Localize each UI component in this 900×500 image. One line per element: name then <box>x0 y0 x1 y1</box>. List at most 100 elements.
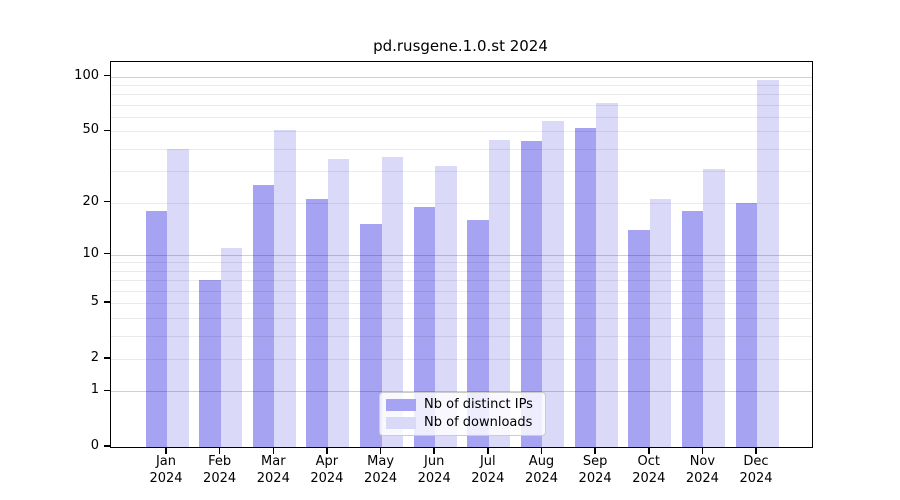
x-tick-month: Sep <box>582 454 608 469</box>
gridline-10 <box>111 254 812 256</box>
x-tick-year: 2024 <box>524 471 559 486</box>
y-tick-mark <box>104 74 110 77</box>
x-tick-year: 2024 <box>310 471 344 486</box>
bar-distinct-ips <box>413 206 436 447</box>
x-tick-mark <box>326 447 328 454</box>
plot-area <box>110 61 813 448</box>
gridline-8 <box>111 270 812 272</box>
x-tick-month: Nov <box>689 454 716 469</box>
x-tick-label-may: May 2024 <box>354 453 408 487</box>
legend-label-distinct-ips: Nb of distinct IPs <box>424 397 533 412</box>
x-tick-month: Jun <box>424 454 445 469</box>
y-tick-label: 2 <box>90 349 99 365</box>
gridline-80 <box>111 94 812 96</box>
x-tick-year: 2024 <box>578 471 612 486</box>
legend-label-downloads: Nb of downloads <box>424 415 533 430</box>
bar-downloads <box>542 121 564 447</box>
x-tick-mark <box>379 447 382 454</box>
y-tick-label: 5 <box>90 294 99 310</box>
y-tick-label: 1 <box>90 382 99 398</box>
gridline-100 <box>111 76 812 78</box>
bar-distinct-ips <box>360 224 382 447</box>
x-tick-mark <box>487 447 489 454</box>
bar-distinct-ips <box>735 202 758 447</box>
x-tick-mark <box>701 447 704 454</box>
x-tick-label-jun: Jun 2024 <box>407 453 461 487</box>
x-tick-year: 2024 <box>632 471 666 486</box>
legend-swatch-downloads <box>386 417 416 429</box>
x-tick-year: 2024 <box>203 471 237 486</box>
gridline-4 <box>111 317 812 319</box>
legend-swatch-distinct-ips <box>386 399 416 411</box>
bar-downloads <box>167 148 189 447</box>
gridline-9 <box>111 262 812 264</box>
x-tick-month: May <box>367 454 395 469</box>
x-tick-mark <box>755 447 757 454</box>
chart-title: pd.rusgene.1.0.st 2024 <box>373 37 548 55</box>
x-tick-year: 2024 <box>739 471 773 486</box>
y-tick-mark <box>104 200 110 203</box>
x-tick-mark <box>272 447 274 454</box>
bar-downloads <box>381 157 404 447</box>
bar-downloads <box>220 247 243 447</box>
bar-downloads <box>649 198 672 447</box>
x-tick-month: Jan <box>155 454 177 469</box>
bar-distinct-ips <box>145 210 167 447</box>
x-tick-label-jan: Jan 2024 <box>139 453 193 487</box>
x-tick-year: 2024 <box>256 471 290 486</box>
x-tick-month: Mar <box>261 454 286 469</box>
bar-distinct-ips <box>628 229 650 447</box>
x-tick-label-nov: Nov 2024 <box>675 453 729 487</box>
gridline-6 <box>111 290 812 292</box>
bar-distinct-ips <box>520 141 543 447</box>
bar-distinct-ips <box>199 280 221 447</box>
x-tick-month: Aug <box>528 454 555 469</box>
legend-item-distinct-ips: Nb of distinct IPs <box>386 397 539 413</box>
y-tick-label: 50 <box>82 122 99 138</box>
gridline-40 <box>111 148 812 150</box>
y-tick-mark <box>104 252 110 255</box>
bar-distinct-ips <box>574 128 597 447</box>
x-tick-label-oct: Oct 2024 <box>622 453 676 487</box>
bar-distinct-ips <box>681 210 704 447</box>
x-tick-month: Dec <box>743 454 769 469</box>
gridline-20 <box>111 202 812 204</box>
y-tick-label: 100 <box>74 67 99 83</box>
gridline-1 <box>111 391 812 393</box>
x-tick-label-jul: Jul 2024 <box>461 453 515 487</box>
bar-downloads <box>274 129 296 447</box>
y-tick-mark <box>104 129 110 132</box>
x-tick-label-aug: Aug 2024 <box>515 453 569 487</box>
bar-downloads <box>435 166 457 447</box>
x-tick-label-dec: Dec 2024 <box>729 453 783 487</box>
y-tick-label: 0 <box>90 438 99 453</box>
gridline-5 <box>111 303 812 305</box>
x-tick-mark <box>433 447 435 454</box>
bar-downloads <box>488 139 511 447</box>
bar-downloads <box>327 159 350 447</box>
bar-distinct-ips <box>306 198 328 447</box>
x-tick-month: Jul <box>479 454 496 469</box>
gridline-2 <box>111 358 812 360</box>
gridline-30 <box>111 171 812 173</box>
y-tick-label: 20 <box>82 193 99 209</box>
x-tick-label-mar: Mar 2024 <box>246 453 300 487</box>
y-tick-mark <box>104 389 110 392</box>
x-tick-year: 2024 <box>471 471 505 486</box>
bar-downloads <box>596 102 618 447</box>
x-tick-mark <box>165 447 167 454</box>
x-tick-month: Apr <box>315 454 339 469</box>
gridline-3 <box>111 335 812 337</box>
gridline-70 <box>111 104 812 106</box>
x-tick-year: 2024 <box>417 471 451 486</box>
y-tick-mark <box>104 445 110 447</box>
x-tick-month: Feb <box>208 454 232 469</box>
x-tick-year: 2024 <box>149 471 183 486</box>
x-tick-year: 2024 <box>364 471 398 486</box>
x-tick-mark <box>540 447 543 454</box>
bar-downloads <box>703 168 725 447</box>
legend-item-downloads: Nb of downloads <box>386 415 539 431</box>
x-tick-mark <box>218 447 221 454</box>
x-tick-mark <box>594 447 596 454</box>
